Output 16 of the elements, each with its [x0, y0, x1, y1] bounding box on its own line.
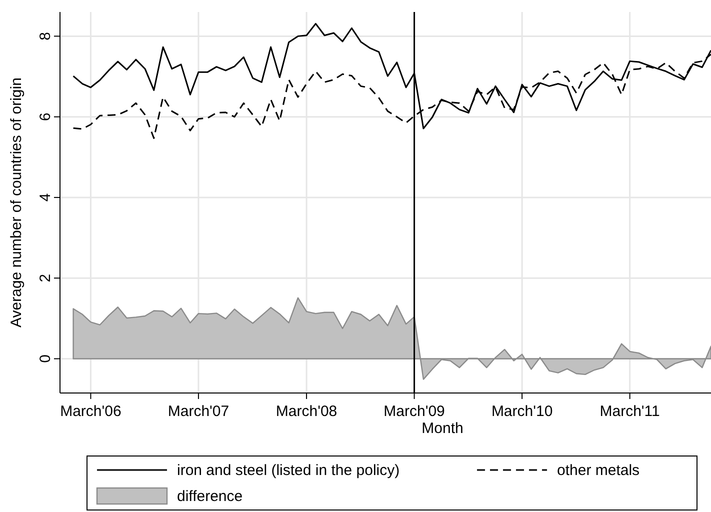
- x-tick-label: March'07: [168, 403, 230, 420]
- x-tick-label: March'09: [384, 403, 445, 420]
- y-tick-label: 0: [37, 354, 54, 363]
- x-axis-title: Month: [422, 420, 464, 437]
- x-tick-label: March'08: [276, 403, 338, 420]
- x-tick-label: March'11: [600, 403, 660, 420]
- y-tick-label: 2: [37, 274, 54, 282]
- y-tick-label: 4: [37, 193, 54, 202]
- x-tick-label: March'10: [491, 403, 553, 420]
- x-tick-label: March'06: [60, 403, 122, 420]
- y-tick-label: 6: [37, 112, 54, 121]
- legend-label: iron and steel (listed in the policy): [177, 462, 400, 479]
- y-axis-title: Average number of countries of origin: [8, 78, 25, 328]
- legend-label: difference: [177, 488, 243, 505]
- legend-label: other metals: [557, 462, 640, 479]
- y-tick-label: 8: [37, 32, 54, 40]
